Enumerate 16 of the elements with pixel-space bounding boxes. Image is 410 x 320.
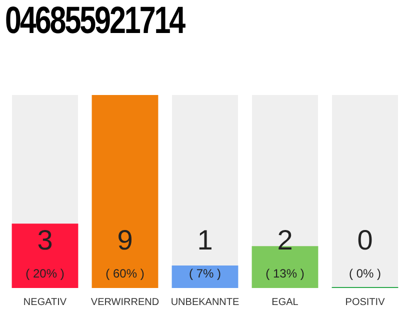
x-tick-label: POSITIV [345, 296, 386, 308]
annotation: 1 [197, 224, 213, 256]
x-tick-label: EGAL [272, 296, 299, 308]
x-tick-label: UNBEKANNTE [170, 296, 240, 308]
data-label: ( 20% ) [26, 266, 64, 280]
data-label: ( 7% ) [188, 266, 222, 280]
annotation: 9 [117, 224, 133, 256]
data-label: ( 13% ) [266, 266, 304, 280]
data-label: ( 0% ) [348, 266, 382, 280]
x-tick-label: NEGATIV [23, 296, 67, 308]
annotation: 0 [357, 224, 373, 256]
annotation: 3 [37, 224, 53, 256]
bar [172, 265, 238, 288]
data-label: ( 60% ) [106, 266, 144, 280]
x-tick-label: VERWIRREND [90, 296, 160, 308]
chart-title: 046855921714 [5, 0, 184, 43]
